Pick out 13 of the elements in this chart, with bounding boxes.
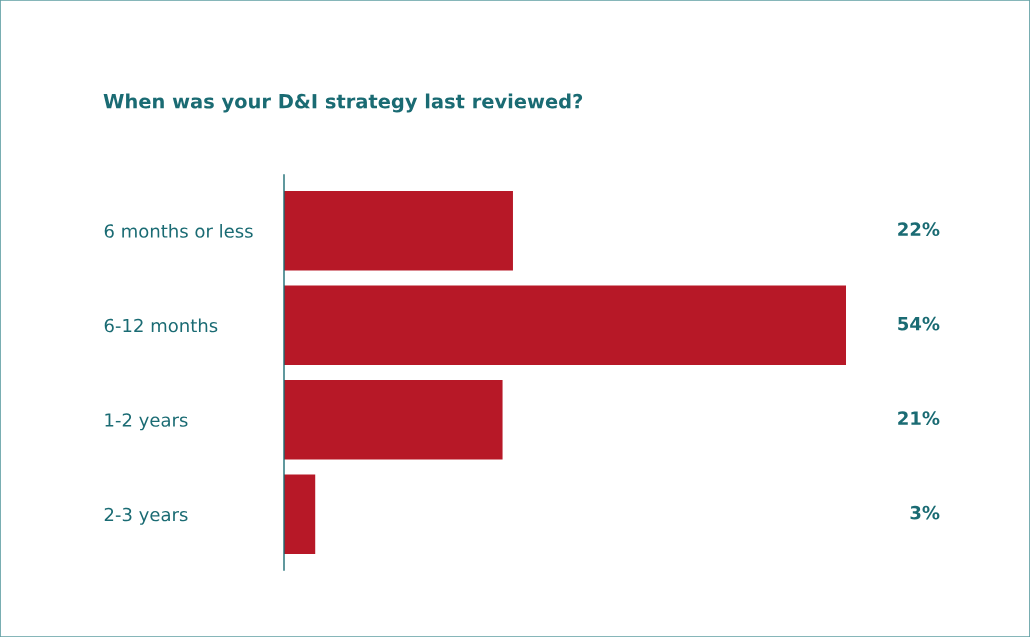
- data-label: 3%: [910, 505, 940, 520]
- data-label: 21%: [898, 411, 940, 425]
- chart-title: When was your D&I strategy last reviewed?: [103, 93, 583, 113]
- y-tick-label: 6 months or less: [104, 223, 253, 238]
- bar: [284, 191, 513, 271]
- data-label: 22%: [898, 222, 940, 236]
- y-tick-label: 6-12 months: [104, 318, 218, 333]
- y-tick-label: 1-2 years: [105, 413, 188, 431]
- bar: [284, 380, 503, 460]
- data-label: 54%: [898, 316, 940, 331]
- bar: [284, 474, 316, 554]
- bar: [284, 285, 846, 365]
- y-tick-label: 2-3 years: [104, 507, 188, 525]
